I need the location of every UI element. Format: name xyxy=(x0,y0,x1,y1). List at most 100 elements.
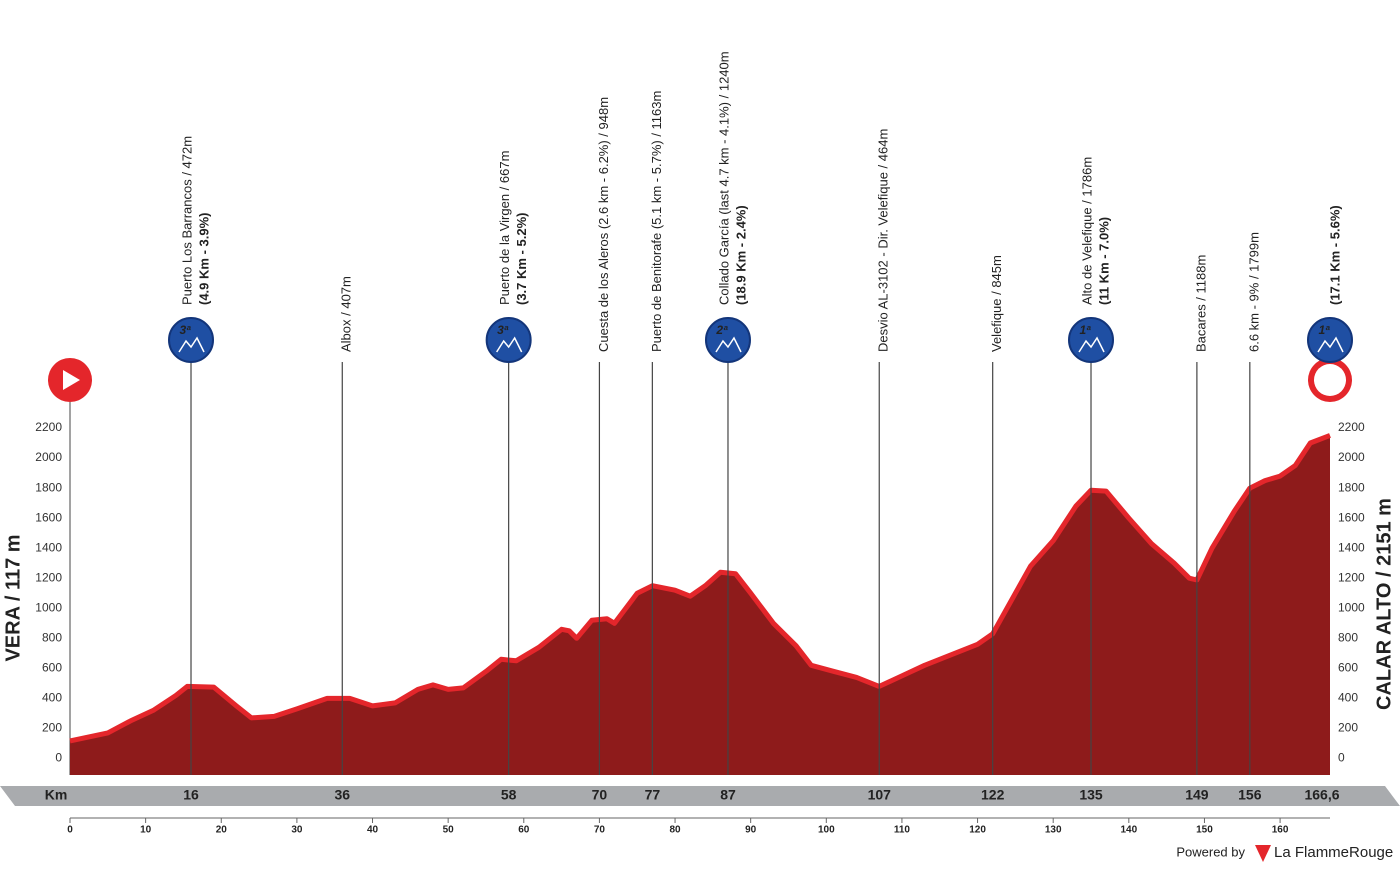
km-label: 135 xyxy=(1079,787,1103,803)
x-tick-label: 150 xyxy=(1196,825,1213,836)
y-tick-label: 1000 xyxy=(35,600,62,614)
badge-mountain xyxy=(178,336,205,353)
km-label: 77 xyxy=(645,787,661,803)
y-tick-label-right: 200 xyxy=(1338,721,1358,735)
marker-label: Collado García (last 4.7 km - 4.1%) / 12… xyxy=(716,51,731,305)
marker-label: Velefique / 845m xyxy=(989,255,1004,352)
km-label: 156 xyxy=(1238,787,1262,803)
y-tick-label-right: 800 xyxy=(1338,630,1358,644)
marker-detail: (3.7 Km - 5.2%) xyxy=(514,213,529,305)
x-tick-label: 160 xyxy=(1272,825,1289,836)
badge-circle xyxy=(485,317,532,363)
x-tick-label: 80 xyxy=(669,825,681,836)
y-tick-label: 1400 xyxy=(35,540,62,554)
marker-label: Desvio AL-3102 - Dir. Velefique / 464m xyxy=(876,129,891,352)
x-tick-label: 30 xyxy=(291,825,303,836)
marker-label: Puerto de Benitorafe (5.1 km - 5.7%) / 1… xyxy=(649,91,664,352)
x-tick-label: 0 xyxy=(67,825,73,836)
marker-detail: (17.1 Km - 5.6%) xyxy=(1327,205,1342,305)
y-tick-label: 2200 xyxy=(35,420,62,434)
marker-detail: (18.9 Km - 2.4%) xyxy=(733,205,748,305)
x-tick-label: 90 xyxy=(745,825,757,836)
badge-mountain xyxy=(1317,336,1344,353)
badge-circle xyxy=(704,317,751,363)
climb-badge: 2ª xyxy=(704,317,751,363)
y-tick-label-right: 1800 xyxy=(1338,480,1365,494)
x-tick-label: 140 xyxy=(1120,825,1137,836)
km-band xyxy=(0,786,1400,806)
elevation-edge xyxy=(69,433,1331,744)
km-label: 87 xyxy=(720,787,736,803)
brand-logo xyxy=(1255,845,1271,862)
km-axis-label: Km xyxy=(45,787,68,803)
km-label: 149 xyxy=(1185,787,1209,803)
marker-label: 6.6 km - 9% / 1799m xyxy=(1246,232,1261,352)
badge-circle xyxy=(1307,317,1353,363)
marker-label: Cuesta de los Aleros (2.6 km - 6.2%) / 9… xyxy=(596,97,611,352)
badge-category: 2ª xyxy=(715,323,728,337)
y-tick-label: 0 xyxy=(55,751,62,765)
km-label: 166,6 xyxy=(1304,787,1339,803)
badge-category: 1ª xyxy=(1318,323,1330,337)
climb-badge: 1ª xyxy=(1307,317,1353,363)
x-tick-label: 130 xyxy=(1045,825,1062,836)
marker-label: Puerto de la Virgen / 667m xyxy=(497,151,512,305)
x-tick-label: 50 xyxy=(443,825,455,836)
x-tick-label: 20 xyxy=(216,825,228,836)
km-label: 70 xyxy=(592,787,608,803)
km-label: 36 xyxy=(334,787,350,803)
badge-circle xyxy=(168,317,215,363)
elevation-area xyxy=(70,435,1330,775)
marker-detail: (11 Km - 7.0%) xyxy=(1096,217,1111,305)
y-tick-label: 1200 xyxy=(35,570,62,584)
x-tick-label: 70 xyxy=(594,825,606,836)
x-tick-label: 110 xyxy=(894,825,911,836)
marker-label: Puerto Los Barrancos / 472m xyxy=(179,136,194,305)
climb-badge: 3ª xyxy=(485,317,532,363)
x-tick-label: 100 xyxy=(818,825,835,836)
climb-badge: 1ª xyxy=(1068,317,1115,363)
y-tick-label: 800 xyxy=(42,630,62,644)
y-tick-label-right: 1400 xyxy=(1338,540,1365,554)
powered-by: Powered by xyxy=(1176,844,1245,859)
badge-category: 3ª xyxy=(179,323,191,337)
y-tick-label-right: 600 xyxy=(1338,661,1358,675)
marker-label: Bacares / 1188m xyxy=(1193,255,1208,352)
y-tick-label-right: 1200 xyxy=(1338,570,1365,584)
y-tick-label-right: 1600 xyxy=(1338,510,1365,524)
badge-mountain xyxy=(715,336,742,353)
y-tick-label-right: 2000 xyxy=(1338,450,1365,464)
y-tick-label: 200 xyxy=(42,721,62,735)
y-tick-label-right: 1000 xyxy=(1338,600,1365,614)
badge-mountain xyxy=(496,336,523,353)
y-tick-label: 1600 xyxy=(35,510,62,524)
badge-mountain xyxy=(1078,336,1105,353)
y-tick-label: 1800 xyxy=(35,480,62,494)
km-label: 107 xyxy=(868,787,892,803)
badge-category: 3ª xyxy=(497,323,509,337)
y-tick-label-right: 400 xyxy=(1338,691,1358,705)
start-label: VERA / 117 m xyxy=(2,534,24,661)
km-label: 58 xyxy=(501,787,517,803)
x-tick-label: 10 xyxy=(140,825,152,836)
x-tick-label: 40 xyxy=(367,825,379,836)
badge-circle xyxy=(1068,317,1115,363)
km-label: 122 xyxy=(981,787,1005,803)
badge-category: 1ª xyxy=(1079,323,1091,337)
y-tick-label-right: 0 xyxy=(1338,751,1345,765)
y-tick-label: 2000 xyxy=(35,450,62,464)
x-tick-label: 60 xyxy=(518,825,530,836)
km-label: 16 xyxy=(183,787,199,803)
brand: La FlammeRouge xyxy=(1274,844,1393,861)
marker-label: Albox / 407m xyxy=(339,276,354,352)
x-tick-label: 120 xyxy=(969,825,986,836)
finish-icon xyxy=(1308,358,1352,402)
marker-label: Alto de Velefique / 1786m xyxy=(1079,157,1094,305)
marker-detail: (4.9 Km - 3.9%) xyxy=(196,213,211,305)
y-tick-label: 400 xyxy=(42,691,62,705)
climb-badge: 3ª xyxy=(168,317,215,363)
finish-label: CALAR ALTO / 2151 m xyxy=(1373,498,1395,710)
y-tick-label-right: 2200 xyxy=(1338,420,1365,434)
